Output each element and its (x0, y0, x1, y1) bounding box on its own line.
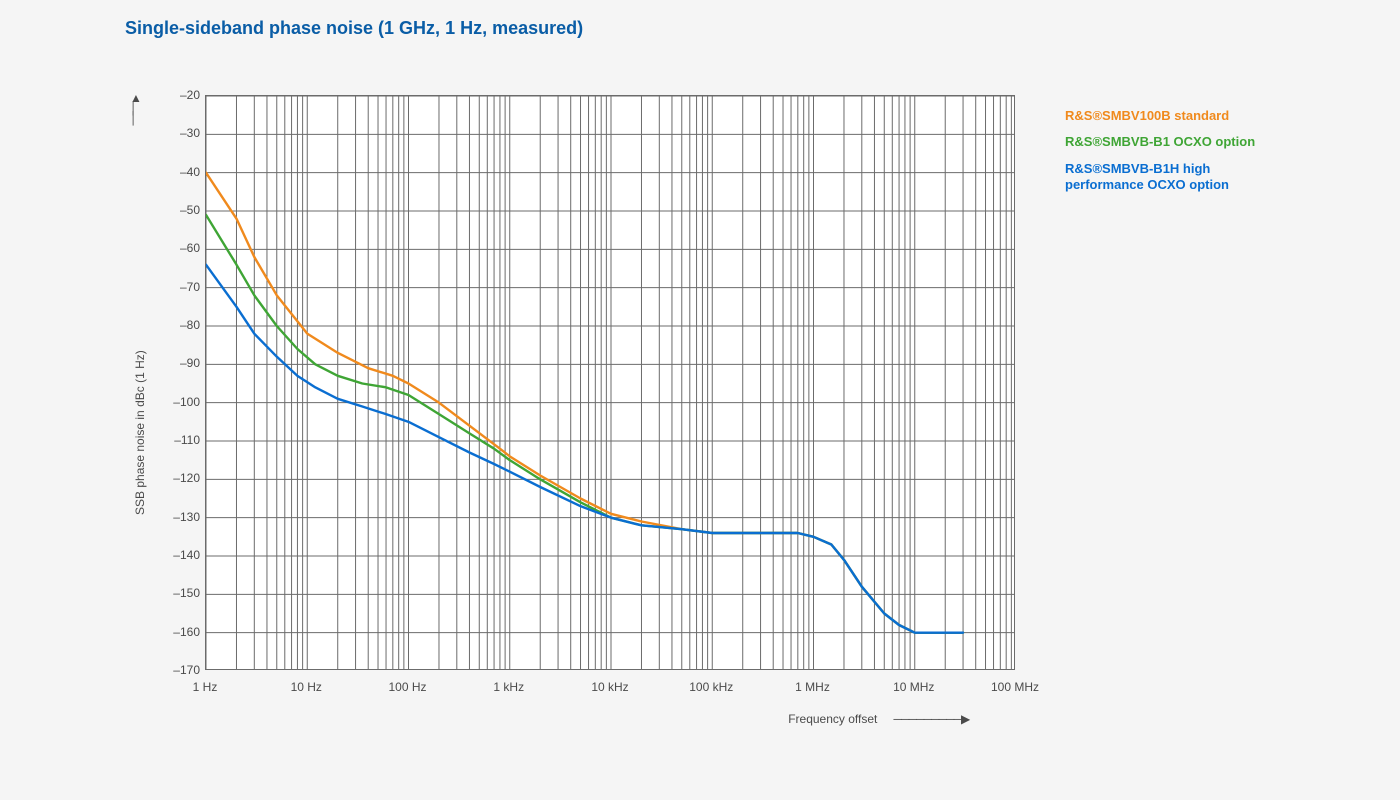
x-tick-label: 100 MHz (991, 680, 1039, 694)
legend-item: R&S®SMBVB-B1H high performance OCXO opti… (1065, 161, 1285, 194)
y-tick-label: –80 (160, 318, 200, 332)
y-tick-label: –150 (160, 586, 200, 600)
x-tick-label: 10 kHz (591, 680, 628, 694)
y-tick-label: –170 (160, 663, 200, 677)
x-tick-label: 1 kHz (493, 680, 524, 694)
y-axis-title: SSB phase noise in dBc (1 Hz) (133, 350, 147, 515)
y-tick-label: –120 (160, 471, 200, 485)
y-tick-label: –100 (160, 395, 200, 409)
x-tick-label: 100 Hz (388, 680, 426, 694)
y-tick-label: –40 (160, 165, 200, 179)
y-tick-label: –50 (160, 203, 200, 217)
phase-noise-chart (205, 95, 1015, 670)
x-tick-label: 10 Hz (291, 680, 322, 694)
chart-title: Single-sideband phase noise (1 GHz, 1 Hz… (125, 18, 583, 39)
x-axis-title: Frequency offset (788, 712, 877, 726)
y-tick-label: –160 (160, 625, 200, 639)
y-axis-arrow: ▲││ (130, 93, 142, 123)
x-tick-label: 1 Hz (193, 680, 218, 694)
series-hp-ocxo (206, 265, 963, 633)
y-tick-label: –30 (160, 126, 200, 140)
x-axis-arrow: ─────────▶ (894, 712, 970, 726)
y-tick-label: –70 (160, 280, 200, 294)
y-tick-label: –140 (160, 548, 200, 562)
y-tick-label: –90 (160, 356, 200, 370)
x-tick-label: 10 MHz (893, 680, 934, 694)
legend-item: R&S®SMBVB-B1 OCXO option (1065, 134, 1285, 150)
legend-item: R&S®SMBV100B standard (1065, 108, 1285, 124)
legend: R&S®SMBV100B standard R&S®SMBVB-B1 OCXO o… (1065, 108, 1285, 203)
y-tick-label: –20 (160, 88, 200, 102)
y-tick-label: –130 (160, 510, 200, 524)
x-tick-label: 100 kHz (689, 680, 733, 694)
y-tick-label: –110 (160, 433, 200, 447)
x-tick-label: 1 MHz (795, 680, 830, 694)
y-tick-label: –60 (160, 241, 200, 255)
